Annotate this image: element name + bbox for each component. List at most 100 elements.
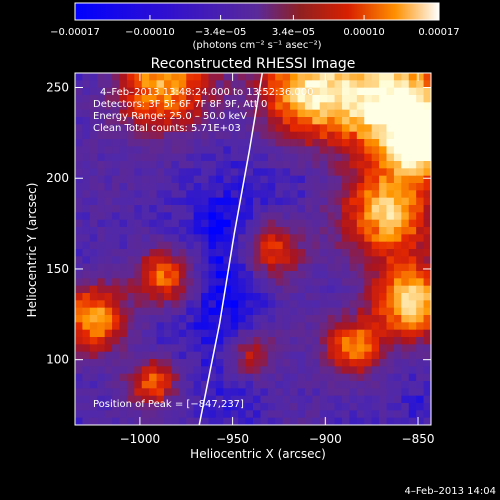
heatmap-cell	[297, 403, 306, 411]
heatmap-cell	[356, 102, 365, 111]
heatmap-cell	[260, 153, 269, 162]
heatmap-cell	[297, 395, 306, 404]
heatmap-cell	[260, 381, 269, 389]
heatmap-cell	[267, 131, 276, 140]
heatmap-cell	[104, 271, 113, 279]
heatmap-cell	[275, 153, 284, 162]
heatmap-cell	[423, 410, 431, 419]
heatmap-cell	[327, 417, 335, 425]
heatmap-cell	[364, 139, 373, 147]
heatmap-cell	[253, 190, 261, 199]
heatmap-cell	[319, 344, 328, 353]
heatmap-cell	[245, 124, 254, 133]
heatmap-cell	[282, 117, 291, 125]
heatmap-cell	[275, 161, 284, 169]
heatmap-cell	[312, 168, 321, 177]
heatmap-cell	[275, 403, 284, 411]
heatmap-cell	[327, 410, 335, 419]
heatmap-cell	[304, 366, 313, 375]
heatmap-cell	[245, 183, 254, 191]
heatmap-cell	[208, 102, 217, 111]
heatmap-cell	[201, 249, 209, 257]
heatmap-cell	[304, 190, 313, 199]
heatmap-cell	[141, 124, 150, 133]
heatmap-cell	[104, 109, 113, 118]
heatmap-cell	[89, 124, 98, 133]
heatmap-cell	[97, 219, 106, 228]
heatmap-cell	[386, 366, 395, 375]
heatmap-cell	[349, 263, 358, 272]
heatmap-cell	[238, 234, 246, 243]
heatmap-cell	[112, 278, 120, 287]
heatmap-cell	[423, 102, 431, 111]
heatmap-cell	[164, 234, 172, 243]
heatmap-cell	[312, 300, 321, 309]
heatmap-cell	[416, 278, 424, 287]
heatmap-cell	[186, 234, 195, 243]
heatmap-cell	[238, 293, 246, 301]
heatmap-cell	[304, 322, 313, 331]
heatmap-cell	[253, 241, 261, 250]
heatmap-cell	[104, 241, 113, 250]
heatmap-cell	[379, 197, 387, 206]
heatmap-cell	[253, 263, 261, 272]
heatmap-cell	[186, 344, 195, 353]
heatmap-cell	[371, 417, 380, 425]
heatmap-cell	[379, 139, 387, 147]
heatmap-cell	[201, 183, 209, 191]
heatmap-cell	[156, 87, 165, 96]
heatmap-cell	[312, 263, 321, 272]
heatmap-cell	[349, 175, 358, 184]
heatmap-cell	[230, 293, 239, 301]
heatmap-cell	[238, 197, 246, 206]
heatmap-cell	[371, 87, 380, 96]
heatmap-cell	[186, 322, 195, 331]
heatmap-cell	[423, 381, 431, 389]
heatmap-cell	[193, 117, 202, 125]
heatmap-cell	[297, 124, 306, 133]
heatmap-cell	[356, 219, 365, 228]
heatmap-cell	[112, 300, 120, 309]
heatmap-cell	[119, 219, 128, 228]
heatmap-cell	[267, 109, 276, 118]
heatmap-cell	[186, 95, 195, 103]
heatmap-cell	[282, 271, 291, 279]
heatmap-cell	[379, 95, 387, 103]
heatmap-cell	[319, 410, 328, 419]
heatmap-cell	[260, 366, 269, 375]
heatmap-cell	[178, 131, 187, 140]
heatmap-cell	[282, 300, 291, 309]
heatmap-cell	[223, 139, 232, 147]
heatmap-cell	[379, 337, 387, 345]
heatmap-cell	[230, 366, 239, 375]
heatmap-cell	[349, 256, 358, 265]
heatmap-cell	[104, 285, 113, 294]
heatmap-cell	[297, 80, 306, 89]
heatmap-cell	[89, 161, 98, 169]
heatmap-cell	[349, 153, 358, 162]
heatmap-cell	[334, 73, 343, 81]
heatmap-cell	[297, 249, 306, 257]
heatmap-cell	[164, 131, 172, 140]
colorbar-tick-label: 0.00017	[418, 27, 459, 38]
heatmap-cell	[423, 139, 431, 147]
heatmap-cell	[156, 219, 165, 228]
heatmap-cell	[297, 285, 306, 294]
heatmap-cell	[97, 190, 106, 199]
heatmap-cell	[290, 109, 298, 118]
heatmap-cell	[178, 329, 187, 338]
heatmap-cell	[134, 161, 143, 169]
heatmap-cell	[208, 73, 217, 81]
heatmap-cell	[238, 359, 246, 367]
heatmap-cell	[89, 417, 98, 425]
heatmap-cell	[297, 381, 306, 389]
heatmap-cell	[423, 87, 431, 96]
heatmap-cell	[416, 212, 424, 221]
heatmap-cell	[356, 359, 365, 367]
heatmap-cell	[126, 388, 135, 397]
heatmap-cell	[149, 285, 157, 294]
heatmap-cell	[134, 131, 143, 140]
heatmap-cell	[423, 322, 431, 331]
heatmap-cell	[423, 263, 431, 272]
y-tick-label: 250	[46, 81, 69, 95]
